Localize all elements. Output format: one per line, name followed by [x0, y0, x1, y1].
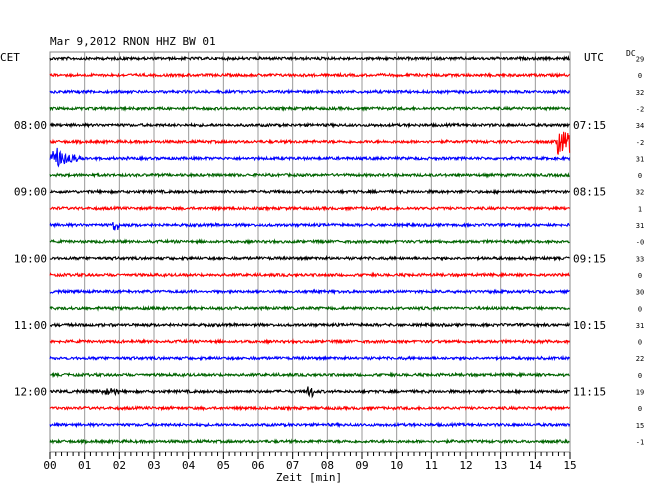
trace-line-21: [49, 404, 571, 412]
dc-value-21: 0: [638, 405, 642, 413]
x-tick-label-11: 11: [425, 459, 438, 472]
left-time-label-16: 11:00: [14, 319, 47, 332]
dc-value-17: 0: [638, 339, 642, 347]
x-tick-label-9: 09: [355, 459, 368, 472]
trace-line-1: [49, 71, 571, 79]
trace-line-15: [49, 305, 571, 312]
x-tick-label-2: 02: [113, 459, 126, 472]
left-timezone-label: CET: [0, 51, 20, 64]
dc-value-22: 15: [636, 422, 644, 430]
trace-line-8: [49, 188, 571, 196]
x-tick-label-10: 10: [390, 459, 403, 472]
trace-line-14: [49, 288, 570, 296]
trace-line-5: [49, 131, 571, 155]
dc-value-8: 32: [636, 189, 644, 197]
dc-value-5: -2: [636, 139, 644, 147]
right-time-label-8: 08:15: [573, 186, 606, 199]
left-time-label-8: 09:00: [14, 186, 47, 199]
dc-value-19: 0: [638, 372, 642, 380]
dc-value-15: 0: [638, 305, 642, 313]
left-time-label-12: 10:00: [14, 252, 47, 265]
trace-line-7: [49, 171, 570, 179]
dc-label: DC: [626, 49, 636, 58]
dc-value-16: 31: [636, 322, 644, 330]
trace-line-12: [50, 254, 570, 262]
dc-value-10: 31: [636, 222, 644, 230]
trace-line-10: [49, 221, 571, 231]
right-time-label-12: 09:15: [573, 252, 606, 265]
x-axis-ticks: 00 01 02 03 04 05 06 07 08 09 10 11 12 13 14 15: [43, 452, 577, 472]
x-tick-label-5: 05: [217, 459, 230, 472]
trace-line-16: [50, 321, 571, 329]
right-timezone-label: UTC: [584, 51, 604, 64]
right-time-label-16: 10:15: [573, 319, 606, 332]
trace-line-20: [49, 386, 571, 399]
trace-line-19: [49, 371, 570, 379]
trace-line-13: [49, 271, 570, 279]
trace-line-9: [49, 204, 571, 212]
trace-line-2: [49, 88, 571, 96]
trace-line-4: [49, 121, 571, 129]
dc-value-18: 22: [636, 355, 644, 363]
x-tick-label-1: 01: [78, 459, 91, 472]
dc-value-6: 31: [636, 155, 644, 163]
x-tick-label-8: 08: [321, 459, 334, 472]
trace-line-11: [49, 238, 570, 246]
dc-value-1: 0: [638, 72, 642, 80]
trace-line-17: [49, 338, 571, 345]
right-time-label-20: 11:15: [573, 386, 606, 399]
left-time-label-20: 12:00: [14, 386, 47, 399]
x-tick-label-12: 12: [459, 459, 472, 472]
x-tick-label-0: 00: [43, 459, 56, 472]
trace-labels: 29 0 32 -2 34 08:00 07:15 -2 31 0 32 09:00 08:15 1 31 -…: [14, 56, 644, 447]
dc-value-12: 33: [636, 255, 644, 263]
x-tick-label-7: 07: [286, 459, 299, 472]
x-tick-label-13: 13: [494, 459, 507, 472]
dc-value-3: -2: [636, 105, 644, 113]
x-tick-label-6: 06: [251, 459, 264, 472]
dc-value-2: 32: [636, 89, 644, 97]
dc-value-11: -0: [636, 239, 644, 247]
grid-lines: [84, 52, 536, 452]
dc-value-9: 1: [638, 205, 642, 213]
dc-value-0: 29: [636, 56, 644, 64]
trace-line-0: [49, 55, 571, 62]
left-time-label-4: 08:00: [14, 119, 47, 132]
right-time-label-4: 07:15: [573, 119, 606, 132]
x-tick-label-3: 03: [147, 459, 160, 472]
dc-value-20: 19: [636, 389, 644, 397]
dc-value-13: 0: [638, 272, 642, 280]
dc-value-7: 0: [638, 172, 642, 180]
trace-line-23: [49, 438, 570, 445]
chart-title: Mar 9,2012 RNON HHZ BW 01: [50, 35, 216, 48]
x-tick-label-4: 04: [182, 459, 196, 472]
x-axis-label: Zeit [min]: [276, 471, 342, 484]
seismic-traces: [49, 55, 571, 445]
trace-line-18: [49, 354, 571, 362]
x-tick-label-14: 14: [529, 459, 543, 472]
x-tick-label-15: 15: [563, 459, 576, 472]
dc-value-14: 30: [636, 289, 644, 297]
trace-line-22: [49, 421, 571, 429]
dc-value-23: -1: [636, 438, 644, 446]
dc-value-4: 34: [636, 122, 644, 130]
trace-line-6: [49, 147, 571, 168]
trace-line-3: [49, 105, 571, 112]
